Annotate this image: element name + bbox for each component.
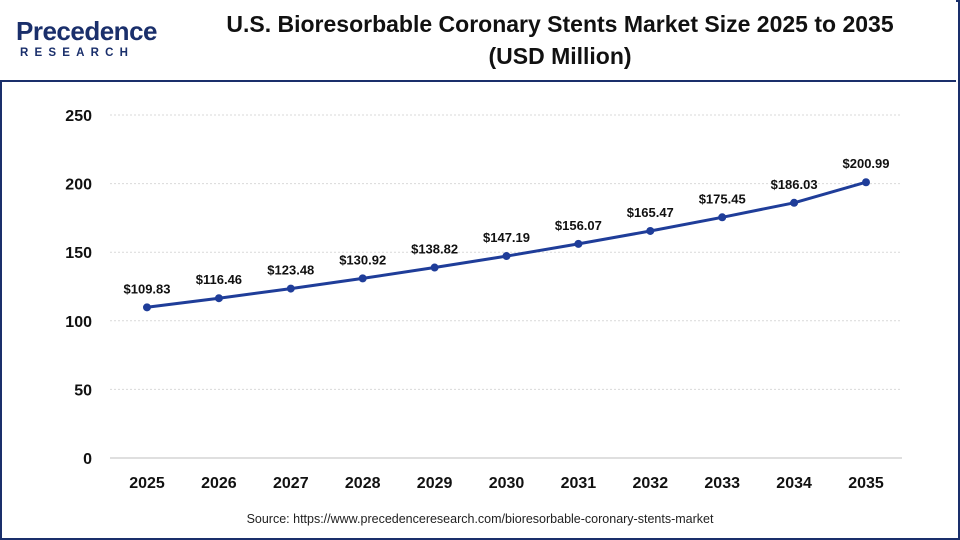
y-tick-label: 0 (83, 451, 92, 468)
data-label: $123.48 (267, 263, 314, 278)
data-label: $138.82 (411, 242, 458, 257)
x-tick-label: 2028 (345, 475, 381, 492)
data-point (790, 198, 799, 207)
x-tick-label: 2025 (129, 475, 165, 492)
gridlines (110, 114, 902, 390)
data-label: $109.83 (124, 281, 171, 296)
x-tick-label: 2032 (633, 475, 669, 492)
x-tick-label: 2030 (489, 475, 525, 492)
data-point (430, 263, 439, 272)
data-point (286, 284, 295, 293)
x-tick-label: 2035 (848, 475, 884, 492)
brand-logo: Precedence RESEARCH (16, 16, 166, 64)
data-point (574, 239, 583, 248)
x-tick-label: 2029 (417, 475, 453, 492)
data-label: $186.03 (771, 177, 818, 192)
x-tick-label: 2031 (561, 475, 597, 492)
logo-subtitle: RESEARCH (20, 47, 135, 59)
y-tick-label: 150 (65, 245, 92, 262)
chart-title-line-2: (USD Million) (488, 43, 632, 69)
y-tick-label: 100 (65, 314, 92, 331)
y-tick-label: 250 (65, 108, 92, 125)
data-labels: $109.83 $116.46 $123.48 $130.92 $138.82 $147.… (124, 156, 890, 296)
data-label: $200.99 (843, 156, 890, 171)
y-tick-label: 50 (74, 382, 92, 399)
y-tick-label: 200 (65, 177, 92, 194)
x-tick-label: 2027 (273, 475, 309, 492)
data-label: $130.92 (339, 252, 386, 267)
x-tick-label: 2034 (776, 475, 812, 492)
chart-title-line-1: U.S. Bioresorbable Coronary Stents Marke… (226, 11, 894, 37)
data-point (502, 252, 511, 261)
x-axis-ticks: 2025 2026 2027 2028 2029 2030 2031 2032 2033 2034… (129, 475, 884, 492)
data-points (143, 178, 870, 312)
data-point (214, 294, 223, 303)
source-note: Source: https://www.precedenceresearch.c… (246, 512, 714, 526)
header: Precedence RESEARCH U.S. Bioresorbable C… (0, 0, 956, 82)
data-point (718, 213, 727, 222)
data-point (143, 303, 151, 312)
y-axis-ticks: 0 50 100 150 200 250 (65, 108, 92, 468)
data-point (862, 178, 870, 187)
data-label: $165.47 (627, 205, 674, 220)
x-tick-label: 2026 (201, 475, 237, 492)
data-point (646, 226, 655, 235)
logo-wordmark: Precedence (16, 16, 157, 46)
data-label: $175.45 (699, 191, 746, 206)
data-label: $156.07 (555, 218, 602, 233)
data-point (358, 274, 367, 283)
data-label: $147.19 (483, 230, 530, 245)
x-tick-label: 2033 (704, 475, 740, 492)
data-label: $116.46 (196, 272, 242, 287)
chart-title: U.S. Bioresorbable Coronary Stents Marke… (180, 8, 940, 72)
